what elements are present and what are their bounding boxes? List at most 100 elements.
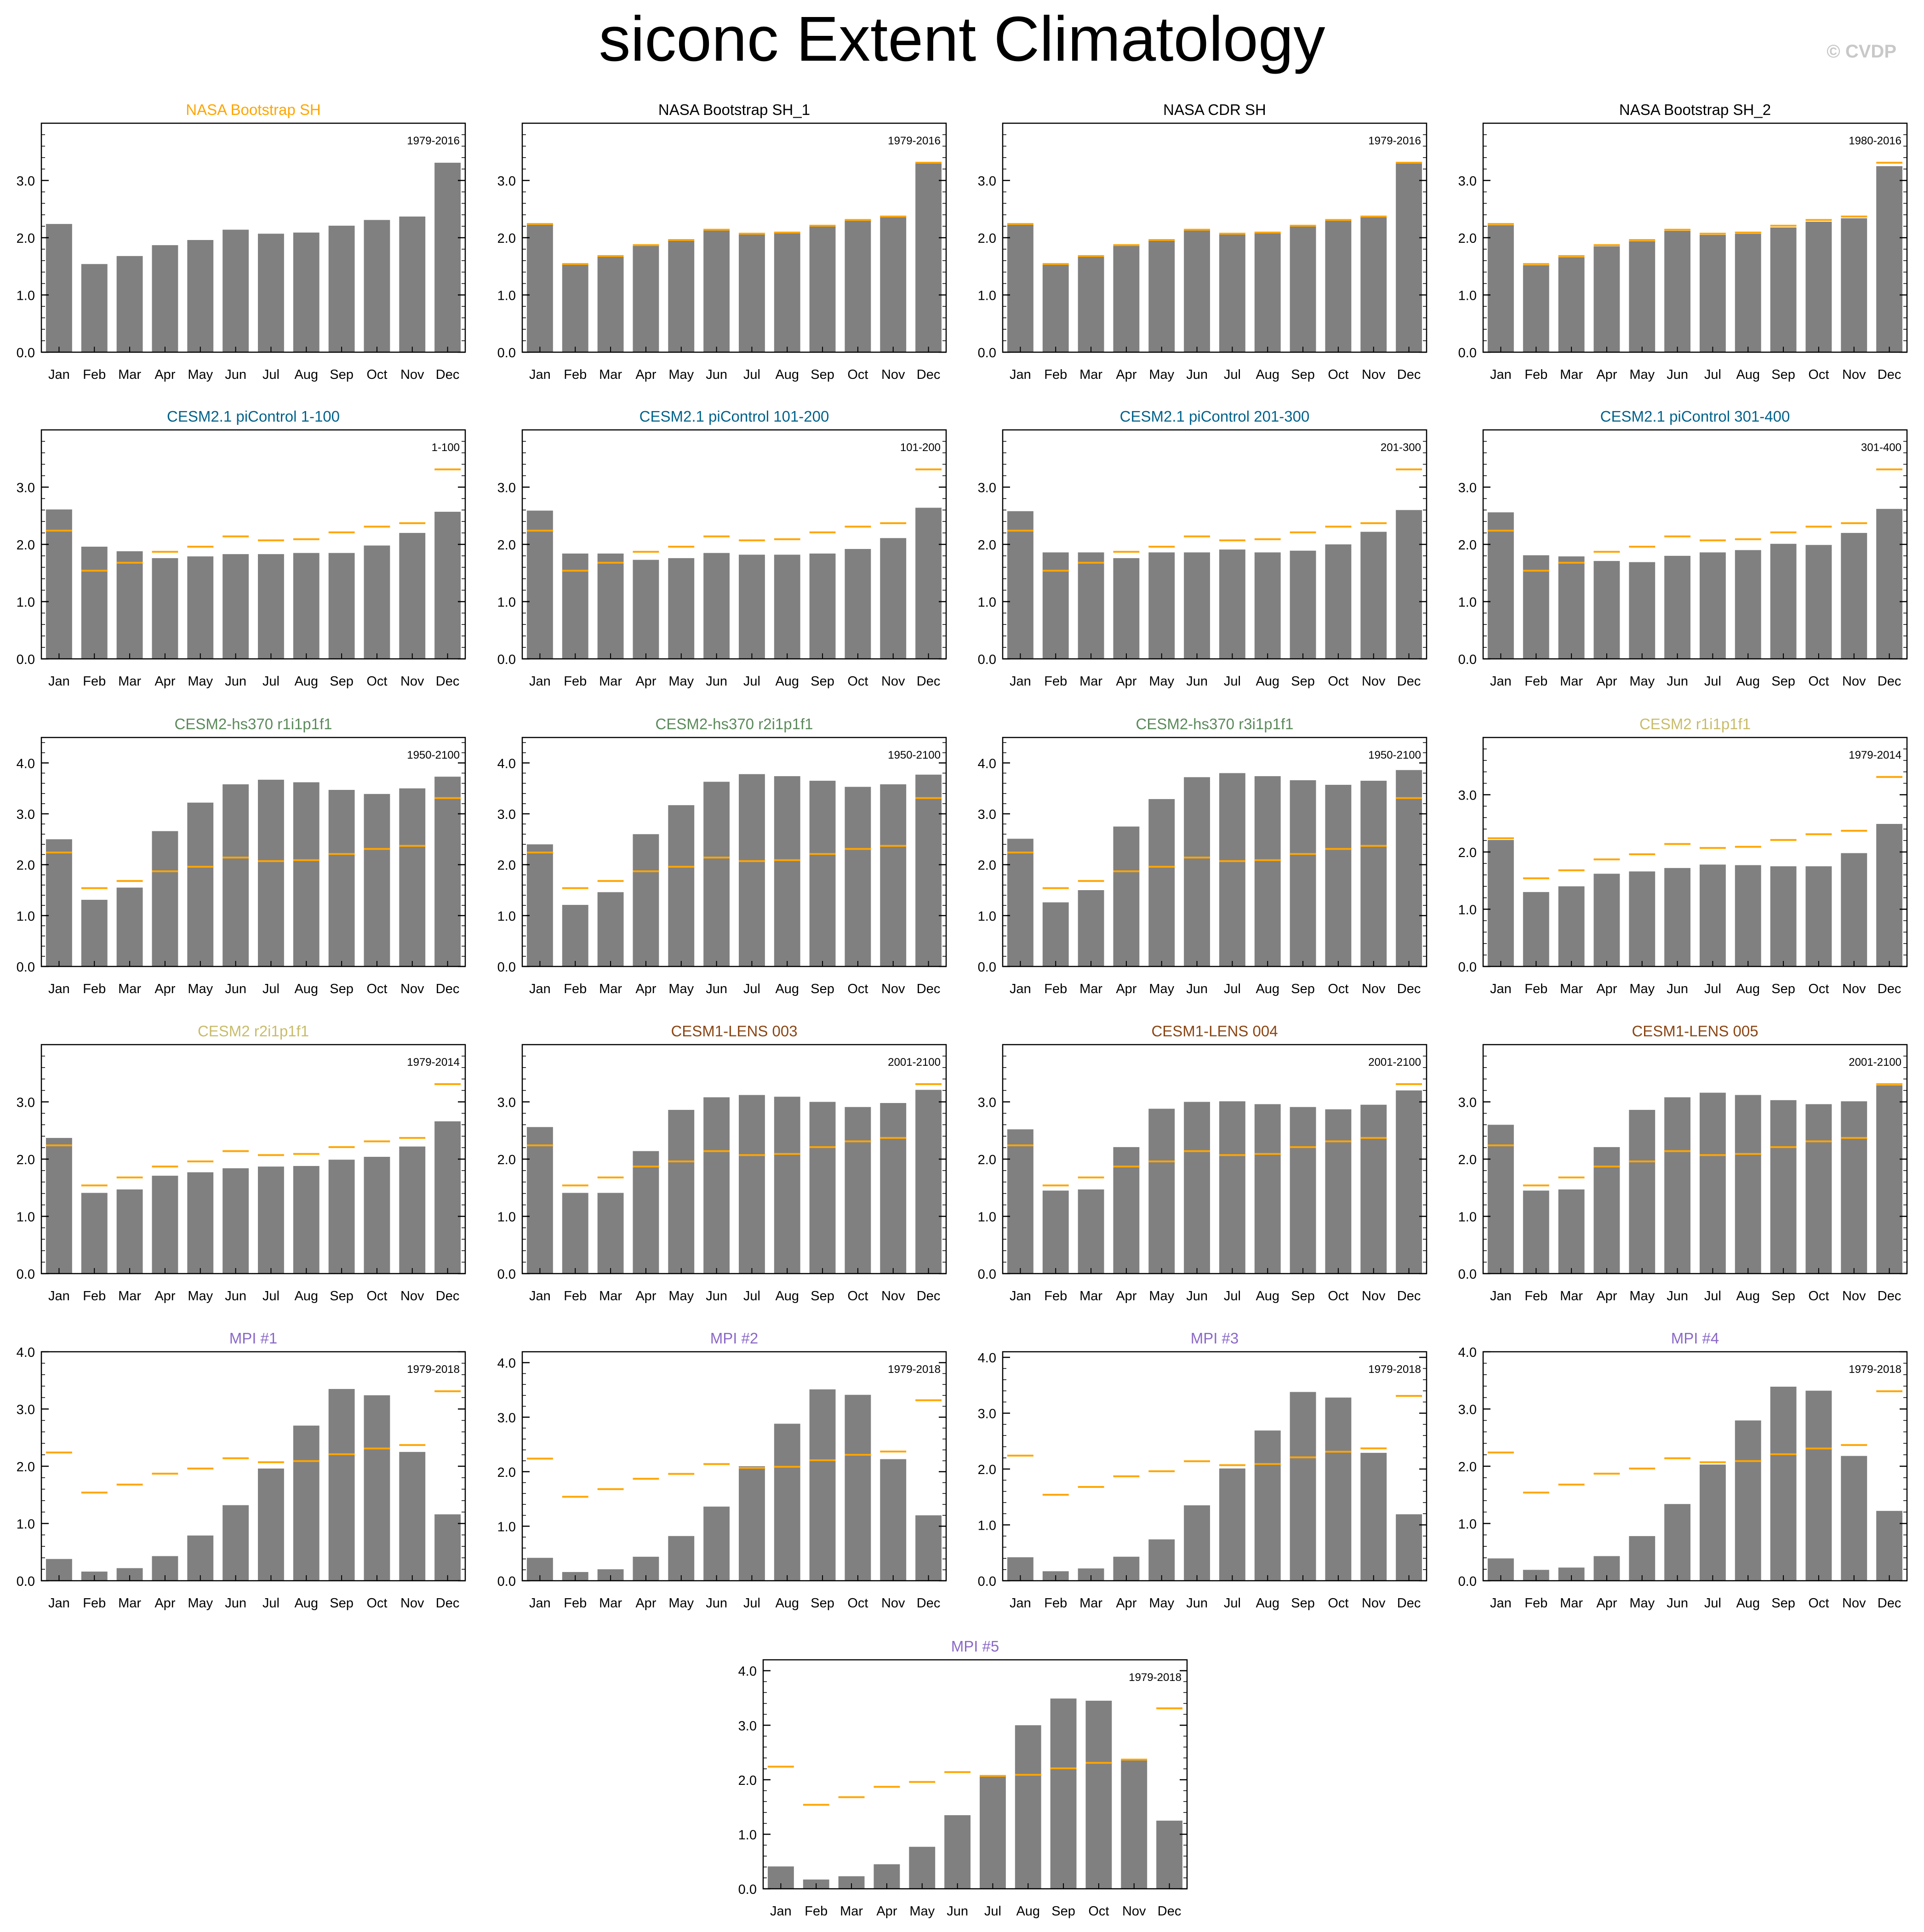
x-tick-label: Nov bbox=[1362, 674, 1386, 689]
x-tick-label: Apr bbox=[154, 1289, 175, 1303]
bar-jun bbox=[1184, 230, 1210, 352]
bar-jul bbox=[1219, 773, 1245, 966]
y-tick-label: 0.0 bbox=[497, 1267, 516, 1282]
x-tick-label: Jul bbox=[1224, 674, 1241, 689]
bar-jan bbox=[46, 224, 72, 352]
x-tick-label: Dec bbox=[436, 367, 460, 382]
chart-panel-12: CESM2 r1i1p1f1 0.0 1.0 2.0 3.0 Jan Feb Mar Apr Ma… bbox=[1458, 715, 1908, 996]
x-tick-label: Apr bbox=[1116, 1596, 1136, 1611]
x-tick-label: Aug bbox=[294, 982, 318, 996]
x-tick-label: May bbox=[188, 982, 213, 996]
y-tick-label: 3.0 bbox=[1458, 1403, 1477, 1418]
plot-frame bbox=[1002, 737, 1427, 967]
x-tick-label: Nov bbox=[1362, 1289, 1386, 1303]
y-tick-label: 0.0 bbox=[1458, 1267, 1477, 1282]
bar-may bbox=[668, 240, 695, 352]
bar-jul bbox=[257, 1468, 284, 1581]
y-tick-label: 0.0 bbox=[497, 1574, 516, 1589]
x-tick-label: Jun bbox=[225, 674, 246, 689]
bar-jul bbox=[257, 234, 284, 352]
bar-apr bbox=[1593, 1147, 1620, 1274]
x-tick-label: Aug bbox=[775, 982, 799, 996]
x-tick-label: Oct bbox=[847, 1289, 868, 1303]
x-tick-label: Jan bbox=[1010, 367, 1031, 382]
chart-panel-7: CESM2.1 piControl 201-300 0.0 1.0 2.0 3.0 Jan… bbox=[978, 408, 1427, 689]
bar-may bbox=[187, 556, 214, 659]
y-tick-label: 1.0 bbox=[17, 909, 35, 924]
bar-dec bbox=[1876, 166, 1903, 352]
bar-oct bbox=[1325, 1109, 1352, 1274]
x-tick-label: Dec bbox=[917, 367, 941, 382]
bar-sep bbox=[1770, 227, 1797, 352]
period-label: 301-400 bbox=[1861, 441, 1901, 454]
chart-panel-3: NASA CDR SH 0.0 1.0 2.0 3.0 Jan Feb Mar Apr May Ju… bbox=[978, 101, 1427, 382]
x-tick-label: Aug bbox=[775, 674, 799, 689]
x-tick-label: Apr bbox=[1116, 674, 1136, 689]
y-tick-label: 3.0 bbox=[978, 481, 996, 496]
x-tick-label: Aug bbox=[294, 367, 318, 382]
bar-jan bbox=[46, 1137, 72, 1274]
y-tick-label: 2.0 bbox=[1458, 538, 1477, 553]
x-tick-label: Mar bbox=[840, 1904, 863, 1919]
x-tick-label: Feb bbox=[1044, 1596, 1067, 1611]
bar-may bbox=[187, 802, 214, 966]
x-tick-label: Jul bbox=[1224, 367, 1241, 382]
bar-may bbox=[1629, 871, 1656, 966]
y-tick-label: 2.0 bbox=[17, 1460, 35, 1475]
bar-apr bbox=[633, 834, 659, 966]
bar-feb bbox=[1523, 555, 1549, 659]
y-tick-label: 0.0 bbox=[978, 1267, 996, 1282]
x-tick-label: May bbox=[188, 1596, 213, 1611]
x-tick-label: Dec bbox=[1878, 674, 1901, 689]
bar-feb bbox=[81, 546, 108, 659]
x-tick-label: Mar bbox=[1079, 1596, 1102, 1611]
x-tick-label: Jul bbox=[263, 1596, 280, 1611]
bar-mar bbox=[1078, 890, 1104, 966]
x-tick-label: Aug bbox=[1256, 1289, 1279, 1303]
x-tick-label: Feb bbox=[1524, 674, 1547, 689]
bar-dec bbox=[1396, 1514, 1422, 1581]
panel-title: CESM2-hs370 r3i1p1f1 bbox=[1136, 715, 1293, 732]
x-tick-label: Nov bbox=[1362, 982, 1386, 996]
y-tick-label: 1.0 bbox=[1458, 289, 1477, 303]
bar-dec bbox=[915, 508, 942, 659]
bar-mar bbox=[1558, 886, 1585, 966]
bar-sep bbox=[809, 553, 836, 659]
bar-aug bbox=[1735, 865, 1761, 966]
bar-jun bbox=[223, 229, 249, 352]
x-tick-label: May bbox=[1629, 367, 1655, 382]
y-tick-label: 0.0 bbox=[978, 960, 996, 975]
bar-sep bbox=[1770, 543, 1797, 659]
x-tick-label: Jun bbox=[1667, 982, 1688, 996]
bar-jun bbox=[223, 1168, 249, 1274]
x-tick-label: Jan bbox=[1010, 1596, 1031, 1611]
bar-jul bbox=[1219, 234, 1245, 352]
x-tick-label: May bbox=[188, 1289, 213, 1303]
x-tick-label: Aug bbox=[1736, 982, 1760, 996]
bar-dec bbox=[434, 512, 461, 659]
bar-sep bbox=[1290, 1392, 1316, 1581]
x-tick-label: Nov bbox=[1122, 1904, 1146, 1919]
chart-panel-19: MPI #3 0.0 1.0 2.0 3.0 4.0 Jan Feb Mar Apr May Jun J… bbox=[978, 1330, 1427, 1611]
x-tick-label: Oct bbox=[366, 1289, 387, 1303]
x-tick-label: Dec bbox=[436, 1596, 460, 1611]
x-tick-label: Apr bbox=[1596, 1596, 1617, 1611]
x-tick-label: Feb bbox=[1044, 367, 1067, 382]
bar-dec bbox=[434, 1514, 461, 1581]
bar-jun bbox=[1664, 231, 1691, 352]
bar-oct bbox=[845, 1107, 871, 1274]
y-tick-label: 3.0 bbox=[1458, 174, 1477, 189]
bar-jan bbox=[526, 224, 553, 352]
chart-panel-10: CESM2-hs370 r2i1p1f1 0.0 1.0 2.0 3.0 4.0 Jan Fe… bbox=[497, 715, 947, 996]
x-tick-label: Oct bbox=[1808, 1289, 1829, 1303]
bar-jan bbox=[46, 839, 72, 966]
x-tick-label: Dec bbox=[1397, 674, 1421, 689]
chart-panel-20: MPI #4 0.0 1.0 2.0 3.0 4.0 Jan Feb Mar Apr May Jun J… bbox=[1458, 1330, 1908, 1611]
period-label: 1979-2018 bbox=[1368, 1363, 1421, 1376]
x-tick-label: Dec bbox=[1158, 1904, 1182, 1919]
y-tick-label: 1.0 bbox=[497, 1520, 516, 1534]
x-tick-label: Nov bbox=[1842, 367, 1866, 382]
bar-apr bbox=[152, 831, 178, 966]
x-tick-label: Sep bbox=[330, 367, 354, 382]
bar-dec bbox=[1876, 509, 1903, 659]
